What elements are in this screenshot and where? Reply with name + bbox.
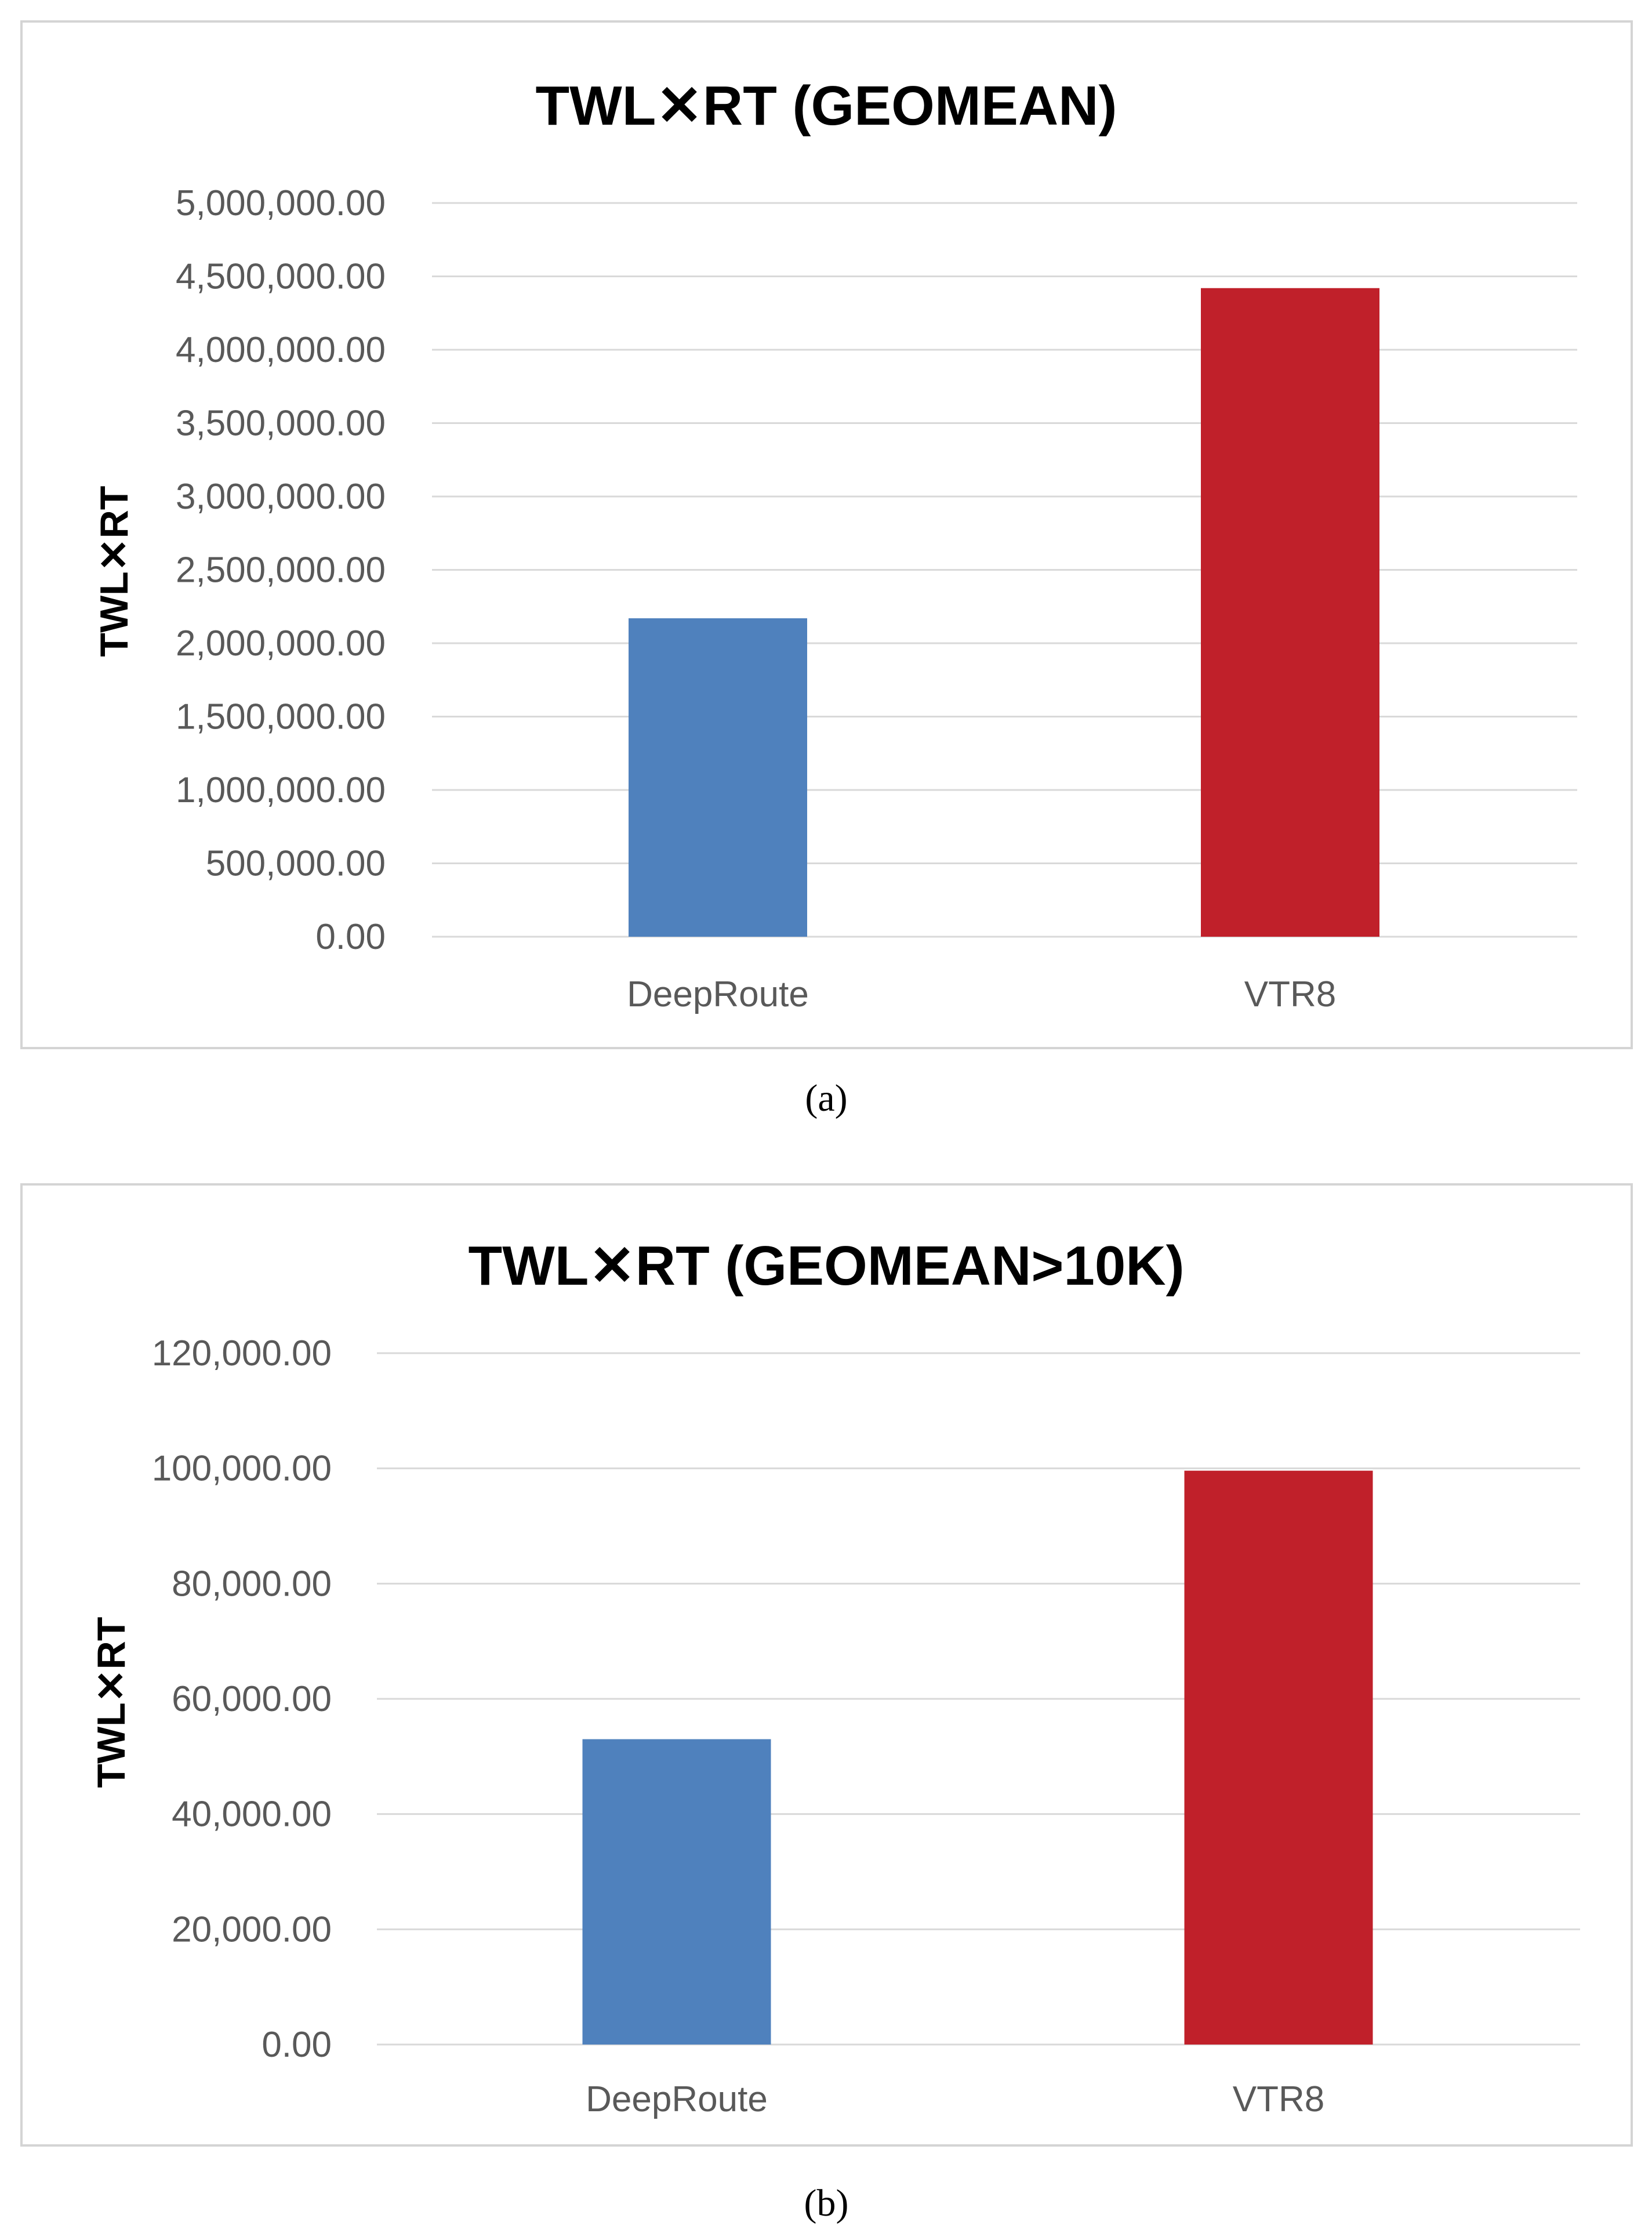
y-axis-title-b: TWL✕RT: [89, 1617, 133, 1788]
bar-vtr8: [1201, 288, 1379, 937]
caption-a: (a): [805, 1077, 847, 1119]
y-tick-label: 1,500,000.00: [176, 697, 386, 737]
y-tick-label: 2,000,000.00: [176, 624, 386, 664]
chart-frame-a: [20, 20, 1633, 1049]
y-tick-label: 0.00: [262, 2025, 332, 2065]
bars-a: [629, 288, 1379, 937]
y-tick-label: 80,000.00: [172, 1564, 332, 1604]
gridlines-b: [377, 1352, 1580, 2046]
category-labels-a: DeepRoute VTR8: [627, 974, 1336, 1014]
category-label: DeepRoute: [586, 2079, 768, 2119]
y-tick-label: 60,000.00: [172, 1679, 332, 1719]
y-tick-labels-b: 0.00 20,000.00 40,000.00 60,000.00 80,000.00…: [152, 1333, 332, 2065]
chart-panel-b: TWL✕RT (GEOMEAN>10K) TWL✕RT 0.00 20,000.0…: [20, 1183, 1633, 2147]
y-tick-label: 100,000.00: [152, 1449, 332, 1489]
caption-b: (b): [804, 2182, 849, 2224]
category-labels-b: DeepRoute VTR8: [586, 2079, 1324, 2119]
gridlines-a: [432, 202, 1577, 938]
y-tick-label: 4,500,000.00: [176, 257, 386, 297]
y-tick-label: 0.00: [315, 917, 386, 957]
bars-b: [582, 1470, 1373, 2045]
bar-deeproute: [629, 618, 807, 937]
y-axis-title-a: TWL✕RT: [92, 486, 136, 657]
bar-vtr8: [1184, 1470, 1373, 2045]
y-tick-label: 3,000,000.00: [176, 477, 386, 517]
y-tick-labels-a: 0.00 500,000.00 1,000,000.00 1,500,000.00 2,…: [176, 183, 386, 957]
y-tick-label: 3,500,000.00: [176, 404, 386, 444]
category-label: VTR8: [1244, 974, 1336, 1014]
y-tick-label: 5,000,000.00: [176, 183, 386, 223]
y-tick-label: 500,000.00: [206, 844, 386, 884]
y-tick-label: 2,500,000.00: [176, 550, 386, 590]
category-label: DeepRoute: [627, 974, 809, 1014]
chart-panel-a: TWL✕RT (GEOMEAN) TWL✕RT 0.00 500,000.00 1,…: [20, 20, 1633, 1049]
y-tick-label: 20,000.00: [172, 1909, 332, 1949]
y-tick-label: 1,000,000.00: [176, 770, 386, 810]
chart-frame-b: [20, 1183, 1633, 2147]
y-tick-label: 120,000.00: [152, 1333, 332, 1373]
chart-title-a: TWL✕RT (GEOMEAN): [536, 75, 1117, 137]
chart-title-b: TWL✕RT (GEOMEAN>10K): [468, 1235, 1184, 1297]
y-tick-label: 40,000.00: [172, 1795, 332, 1835]
y-tick-label: 4,000,000.00: [176, 330, 386, 370]
category-label: VTR8: [1233, 2079, 1324, 2119]
bar-deeproute: [582, 1739, 771, 2045]
